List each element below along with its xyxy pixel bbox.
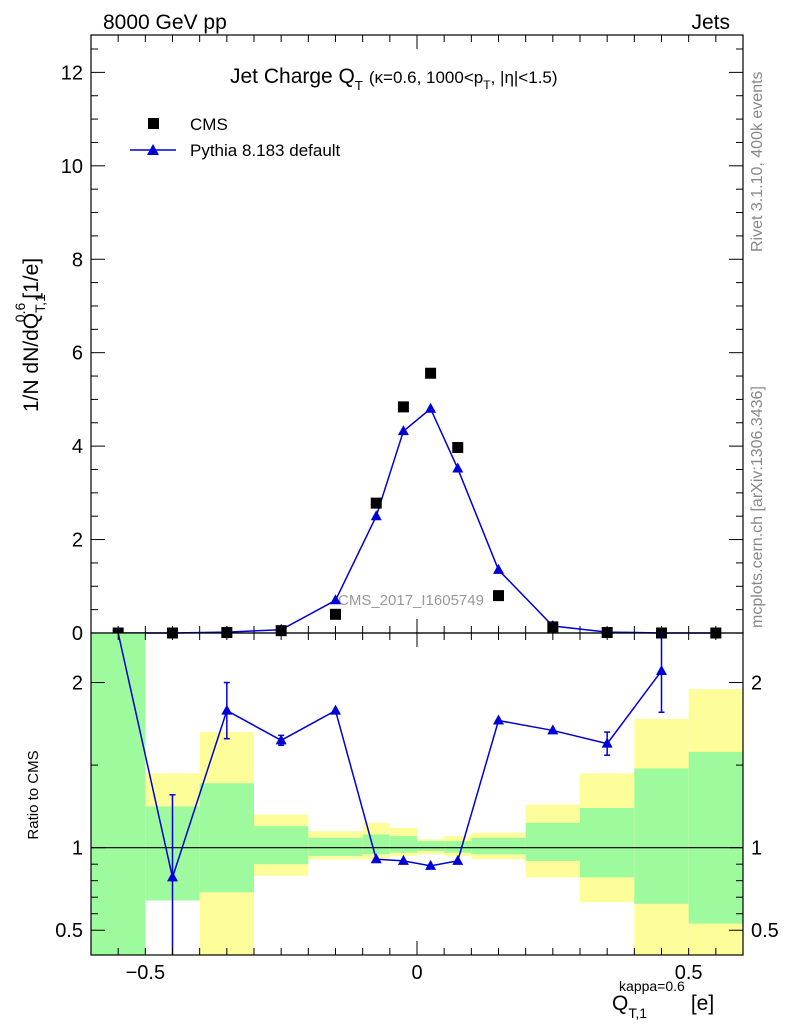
ratio-x-tick-label: 0.5 bbox=[675, 962, 703, 984]
main-y-tick-label: 4 bbox=[72, 436, 83, 458]
ratio-point bbox=[656, 664, 667, 675]
chart-title: Jet Charge QT (κ=0.6, 1000<pT, |η|<1.5) bbox=[230, 65, 558, 93]
ratio-y-tick-label: 2 bbox=[72, 673, 83, 695]
ratio-point bbox=[167, 871, 178, 882]
ratio-x-tick-label: 0 bbox=[411, 962, 422, 984]
data-point bbox=[397, 401, 409, 413]
data-point bbox=[330, 608, 341, 620]
ratio-inner-band bbox=[417, 841, 445, 851]
ratio-inner-band bbox=[634, 768, 689, 904]
ratio-inner-band bbox=[525, 822, 580, 861]
main-y-tick-label: 2 bbox=[72, 530, 83, 552]
ratio-y-tick-label-right: 2 bbox=[751, 673, 762, 695]
header-left: 8000 GeV pp bbox=[103, 11, 227, 34]
ratio-inner-band bbox=[199, 783, 254, 893]
ratio-point bbox=[493, 714, 504, 725]
ratio-inner-band bbox=[91, 633, 146, 955]
ratio-inner-band bbox=[362, 834, 390, 855]
ratio-y-axis-label: Ratio to CMS bbox=[25, 750, 42, 839]
ratio-y-tick-label-right: 0.5 bbox=[751, 920, 779, 942]
ratio-point bbox=[601, 737, 613, 748]
ratio-y-tick-label: 1 bbox=[72, 838, 83, 860]
legend-mc-marker bbox=[147, 144, 159, 155]
mc-point bbox=[330, 594, 341, 605]
header-right: Jets bbox=[691, 11, 730, 34]
ratio-y-tick-label-right: 1 bbox=[751, 838, 762, 860]
data-point bbox=[493, 590, 504, 602]
legend-cms-label: CMS bbox=[190, 115, 228, 134]
ratio-inner-band bbox=[254, 826, 309, 865]
ratio-point bbox=[370, 853, 382, 864]
legend-mc-label: Pythia 8.183 default bbox=[190, 141, 341, 160]
main-plot: 0 2 4 6 8 10 12 bbox=[61, 34, 744, 645]
main-frame bbox=[90, 34, 744, 634]
main-y-tick-label: 0 bbox=[72, 623, 83, 645]
ratio-y-tick-label: 0.5 bbox=[55, 920, 83, 942]
data-point bbox=[547, 621, 559, 633]
ratio-point bbox=[330, 704, 341, 715]
ratio-point bbox=[275, 734, 287, 745]
mcplots-label: mcplots.cern.ch [arXiv:1306.3436] bbox=[749, 386, 766, 628]
data-point bbox=[275, 625, 287, 637]
mc-point bbox=[370, 510, 382, 521]
ratio-point bbox=[425, 859, 437, 870]
rivet-label: Rivet 3.1.10, 400k events bbox=[749, 71, 766, 252]
data-point bbox=[452, 442, 464, 454]
main-y-tick-label: 12 bbox=[61, 62, 83, 84]
ratio-inner-band bbox=[389, 836, 417, 853]
main-y-tick-label: 10 bbox=[61, 156, 83, 178]
mc-point bbox=[397, 425, 409, 436]
ratio-inner-band bbox=[688, 751, 743, 924]
mc-series-line bbox=[118, 407, 716, 634]
ratio-inner-band bbox=[308, 837, 363, 856]
ratio-point bbox=[397, 854, 409, 865]
ratio-inner-band bbox=[444, 841, 472, 853]
ratio-point bbox=[452, 854, 464, 865]
legend-cms-marker bbox=[148, 118, 159, 129]
mc-point bbox=[493, 563, 504, 574]
data-point bbox=[370, 497, 382, 509]
x-axis-label: QT,1kappa=0.6[e] bbox=[612, 978, 714, 1021]
ratio-plot: 0.5 0.5 1 1 2 2 −0.5 0 0.5 bbox=[55, 632, 779, 984]
ratio-point bbox=[221, 704, 233, 715]
mc-point bbox=[425, 402, 437, 413]
ratio-inner-band bbox=[580, 808, 635, 878]
watermark: CMS_2017_I1605749 bbox=[338, 592, 484, 609]
main-y-tick-label: 8 bbox=[72, 249, 83, 271]
main-y-axis-label: 1/N dN/dQT,10.6[1/e] bbox=[12, 258, 48, 412]
data-point bbox=[425, 367, 437, 379]
main-y-tick-label: 6 bbox=[72, 343, 83, 365]
ratio-x-tick-label: −0.5 bbox=[126, 962, 165, 984]
mc-point bbox=[452, 462, 464, 473]
ratio-point bbox=[547, 724, 559, 735]
ratio-inner-band bbox=[471, 837, 526, 855]
